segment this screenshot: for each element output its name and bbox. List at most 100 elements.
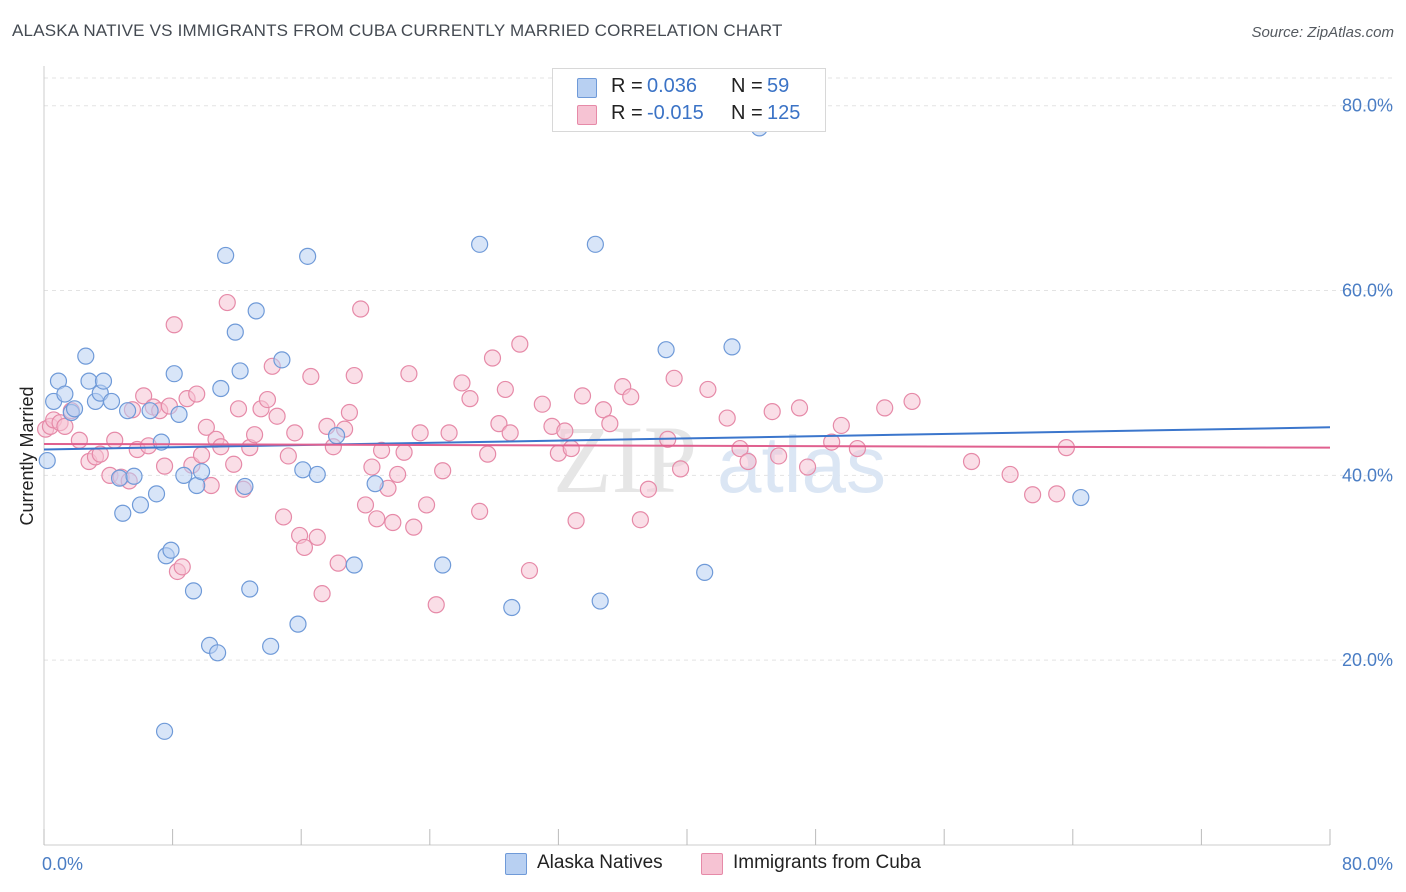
point-alaska-natives — [217, 246, 235, 265]
point-immigrants-from-cuba — [631, 511, 649, 529]
y-tick-label: 40.0% — [1342, 465, 1393, 485]
legend-label-alaska-natives: Alaska Natives — [537, 852, 663, 873]
point-immigrants-from-cuba — [832, 416, 850, 435]
point-immigrants-from-cuba — [763, 402, 781, 421]
point-immigrants-from-cuba — [622, 388, 640, 406]
point-immigrants-from-cuba — [91, 445, 109, 463]
point-alaska-natives — [131, 496, 150, 514]
point-alaska-natives — [184, 582, 203, 600]
point-alaska-natives — [110, 469, 129, 487]
point-immigrants-from-cuba — [135, 387, 153, 405]
x-tick-label: 80.0% — [1342, 854, 1393, 874]
point-immigrants-from-cuba — [520, 561, 539, 580]
trend-lines — [43, 426, 1331, 451]
point-alaska-natives — [327, 427, 346, 445]
point-immigrants-from-cuba — [155, 457, 174, 475]
point-immigrants-from-cuba — [308, 528, 326, 546]
point-alaska-natives — [299, 247, 317, 265]
point-immigrants-from-cuba — [699, 380, 717, 399]
legend-label-immigrants-from-cuba: Immigrants from Cuba — [733, 852, 921, 873]
point-alaska-natives — [471, 235, 489, 253]
point-immigrants-from-cuba — [340, 403, 359, 422]
point-alaska-natives — [696, 563, 714, 581]
point-alaska-natives — [102, 392, 121, 411]
trend-line-alaska-natives — [43, 426, 1331, 451]
point-alaska-natives — [141, 402, 159, 420]
point-immigrants-from-cuba — [903, 392, 921, 411]
point-immigrants-from-cuba — [427, 596, 445, 614]
point-immigrants-from-cuba — [245, 426, 264, 444]
point-immigrants-from-cuba — [567, 512, 585, 530]
point-alaska-natives — [262, 637, 280, 655]
point-immigrants-from-cuba — [268, 407, 286, 425]
point-alaska-natives — [165, 365, 183, 383]
point-alaska-natives — [366, 475, 384, 493]
point-alaska-natives — [38, 451, 56, 470]
point-alaska-natives — [241, 580, 259, 598]
point-alaska-natives — [345, 556, 363, 574]
point-alaska-natives — [175, 466, 193, 484]
point-immigrants-from-cuba — [511, 335, 529, 353]
series-immigrants-from-cuba — [37, 293, 1075, 614]
point-alaska-natives — [294, 461, 312, 479]
point-alaska-natives — [56, 385, 74, 403]
point-alaska-natives — [209, 644, 227, 662]
point-immigrants-from-cuba — [471, 502, 489, 521]
point-immigrants-from-cuba — [202, 476, 220, 495]
legend-swatch-immigrants-from-cuba — [701, 853, 723, 875]
point-immigrants-from-cuba — [739, 452, 757, 471]
source-credit: Source: ZipAtlas.com — [1251, 24, 1394, 41]
point-alaska-natives — [94, 372, 113, 390]
point-immigrants-from-cuba — [295, 538, 314, 557]
legend-n-label: N = — [731, 102, 763, 124]
legend-swatch-immigrants-from-cuba — [577, 105, 597, 125]
point-alaska-natives — [247, 302, 265, 320]
point-alaska-natives — [657, 341, 675, 359]
point-immigrants-from-cuba — [556, 422, 574, 440]
point-immigrants-from-cuba — [329, 554, 347, 572]
point-alaska-natives — [125, 467, 143, 485]
point-immigrants-from-cuba — [106, 431, 124, 449]
point-alaska-natives — [192, 463, 211, 481]
point-alaska-natives — [170, 405, 188, 423]
point-alaska-natives — [114, 504, 132, 522]
point-immigrants-from-cuba — [400, 365, 418, 383]
point-immigrants-from-cuba — [718, 409, 736, 427]
point-alaska-natives — [212, 379, 230, 398]
point-alaska-natives — [155, 722, 174, 740]
point-immigrants-from-cuba — [368, 510, 386, 528]
point-immigrants-from-cuba — [417, 496, 436, 514]
legend-r-value-alaska-natives: 0.036 — [647, 75, 698, 97]
point-alaska-natives — [77, 347, 95, 365]
legend-n-label: N = — [731, 75, 763, 97]
point-immigrants-from-cuba — [496, 380, 514, 399]
correlation-legend: R = 0.036 N = 59 R = -0.015 N = 125 — [552, 68, 826, 132]
point-immigrants-from-cuba — [1048, 485, 1066, 503]
y-tick-label: 80.0% — [1342, 96, 1393, 116]
point-immigrants-from-cuba — [56, 417, 74, 435]
point-alaska-natives — [434, 556, 452, 574]
point-immigrants-from-cuba — [639, 480, 658, 498]
legend-swatch-alaska-natives — [577, 78, 597, 98]
point-immigrants-from-cuba — [453, 374, 471, 392]
point-alaska-natives — [118, 402, 137, 420]
point-alaska-natives — [152, 433, 170, 451]
point-alaska-natives — [273, 351, 291, 369]
point-immigrants-from-cuba — [411, 424, 429, 442]
point-alaska-natives — [226, 323, 244, 341]
legend-r-label: R = — [611, 75, 643, 97]
point-immigrants-from-cuba — [363, 458, 381, 476]
point-immigrants-from-cuba — [671, 460, 690, 478]
point-immigrants-from-cuba — [798, 458, 817, 476]
point-immigrants-from-cuba — [876, 399, 894, 417]
point-immigrants-from-cuba — [225, 455, 243, 473]
point-immigrants-from-cuba — [384, 513, 402, 532]
point-immigrants-from-cuba — [356, 496, 375, 514]
point-immigrants-from-cuba — [573, 387, 592, 405]
point-immigrants-from-cuba — [389, 465, 407, 484]
point-immigrants-from-cuba — [352, 300, 370, 318]
point-alaska-natives — [503, 598, 521, 617]
point-immigrants-from-cuba — [173, 558, 191, 576]
point-immigrants-from-cuba — [479, 445, 497, 463]
